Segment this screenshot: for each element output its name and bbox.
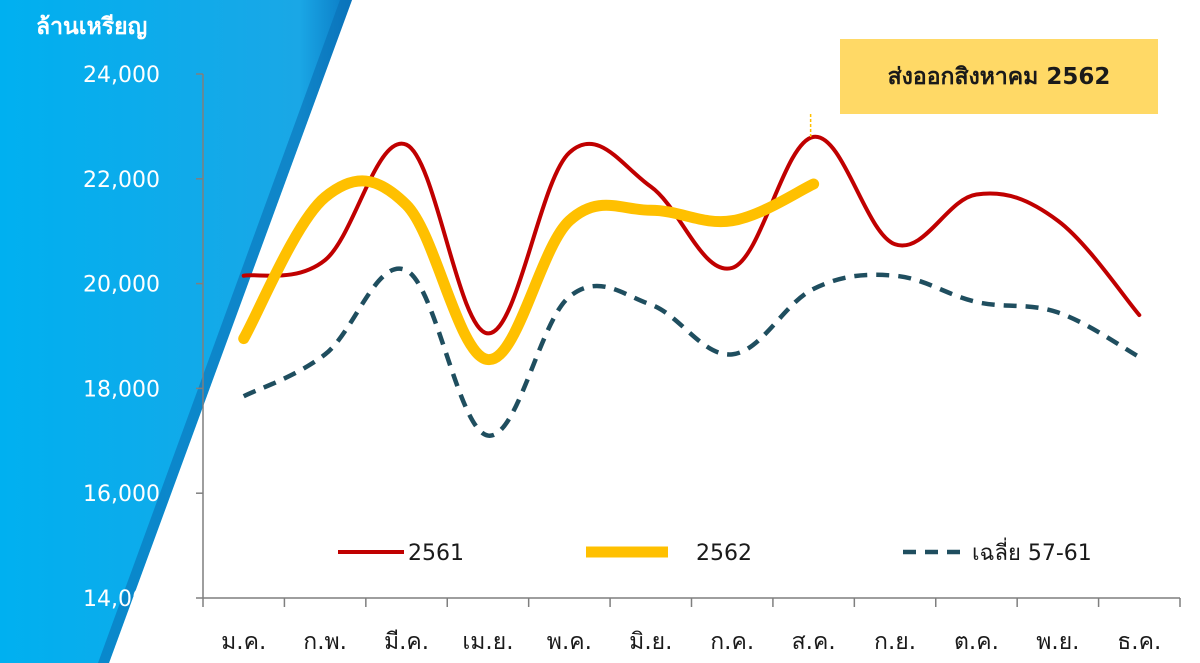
y-tick-label: 18,000 — [83, 377, 160, 402]
y-tick-label: 14,000 — [83, 587, 160, 612]
y-tick-labels: 24,000 22,000 20,000 18,000 16,000 14,000 — [83, 63, 160, 612]
series-line-1 — [238, 175, 820, 366]
band-edge-shadow — [98, 0, 352, 663]
y-tick-label: 24,000 — [83, 63, 160, 88]
x-tick-label: มิ.ย. — [629, 629, 672, 655]
y-axis-unit-label: ล้านเหรียญ — [36, 14, 147, 40]
y-tick-label: 16,000 — [83, 482, 160, 507]
x-tick-label: ก.ค. — [710, 629, 754, 655]
annotation-callout: ส่งออกสิงหาคม 2562 — [840, 39, 1158, 114]
x-tick-label: ต.ค. — [954, 629, 999, 655]
x-tick-label: ธ.ค. — [1117, 629, 1161, 655]
x-tick-label: มี.ค. — [384, 629, 429, 655]
x-tick-label: ส.ค. — [792, 629, 836, 655]
series-line-2 — [242, 266, 1141, 438]
axes — [196, 73, 1181, 607]
legend-label-0: 2561 — [408, 541, 464, 566]
blue-decorative-band — [0, 0, 352, 663]
legend-label-2: เฉลี่ย 57-61 — [972, 537, 1092, 566]
x-tick-label: ก.ย. — [874, 629, 916, 655]
x-tick-label: พ.ย. — [1036, 629, 1079, 655]
legend-label-1: 2562 — [696, 541, 752, 566]
x-tick-label: พ.ค. — [547, 629, 592, 655]
x-tick-labels: ม.ค. ก.พ. มี.ค. เม.ย. พ.ค. มิ.ย. ก.ค. ส.ค. ก.ย. ต… — [221, 629, 1161, 655]
y-tick-label: 20,000 — [83, 273, 160, 298]
series-lines — [238, 114, 1142, 438]
y-tick-label: 22,000 — [83, 168, 160, 193]
series-line-0 — [241, 134, 1142, 336]
legend: 2561 2562 เฉลี่ย 57-61 — [338, 537, 1092, 566]
x-tick-label: ก.พ. — [303, 629, 347, 655]
x-tick-label: ม.ค. — [221, 629, 266, 655]
x-tick-label: เม.ย. — [462, 629, 513, 655]
